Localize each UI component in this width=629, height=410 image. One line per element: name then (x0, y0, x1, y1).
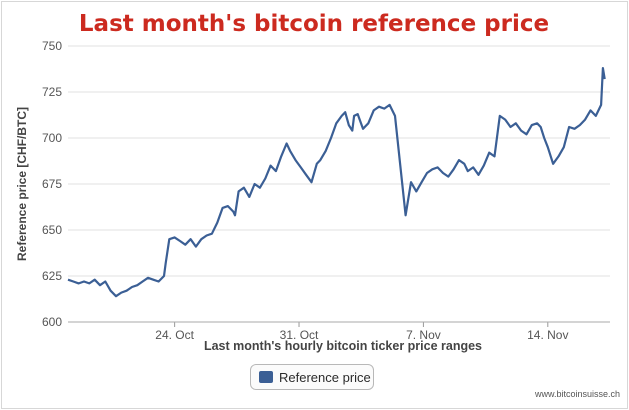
y-axis-label: Reference price [CHF/BTC] (15, 107, 29, 261)
credit-text[interactable]: www.bitcoinsuisse.ch (534, 389, 620, 399)
x-axis-label: Last month's hourly bitcoin ticker price… (204, 339, 482, 353)
y-tick-label: 625 (42, 269, 62, 283)
y-tick-label: 675 (42, 177, 62, 191)
y-tick-label: 725 (42, 85, 62, 99)
series-line-reference-price[interactable] (67, 67, 606, 298)
chart-title: Last month's bitcoin reference price (79, 11, 549, 37)
y-tick-label: 750 (42, 39, 62, 53)
legend[interactable]: Reference price (250, 364, 374, 390)
x-tick-label: 14. Nov (527, 328, 568, 342)
x-tick-label: 24. Oct (155, 328, 194, 342)
x-tick-label: 7. Nov (406, 328, 441, 342)
x-tick-label: 31. Oct (280, 328, 319, 342)
x-axis-ticks: 24. Oct 31. Oct 7. Nov 14. Nov (155, 322, 568, 342)
legend-swatch (259, 371, 273, 383)
y-tick-label: 600 (42, 315, 62, 329)
grid (68, 45, 610, 323)
legend-label: Reference price (279, 369, 371, 385)
y-tick-label: 650 (42, 223, 62, 237)
y-axis-ticks: 600 625 650 675 700 725 750 (42, 39, 62, 329)
y-tick-label: 700 (42, 131, 62, 145)
